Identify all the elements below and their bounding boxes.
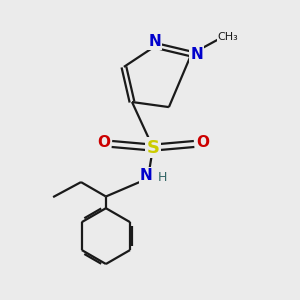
Text: N: N xyxy=(140,168,153,183)
Text: O: O xyxy=(196,135,209,150)
Text: CH₃: CH₃ xyxy=(218,32,239,43)
Text: S: S xyxy=(146,139,160,157)
Text: N: N xyxy=(190,46,203,62)
Text: H: H xyxy=(158,171,167,184)
Text: N: N xyxy=(148,34,161,49)
Text: O: O xyxy=(97,135,110,150)
